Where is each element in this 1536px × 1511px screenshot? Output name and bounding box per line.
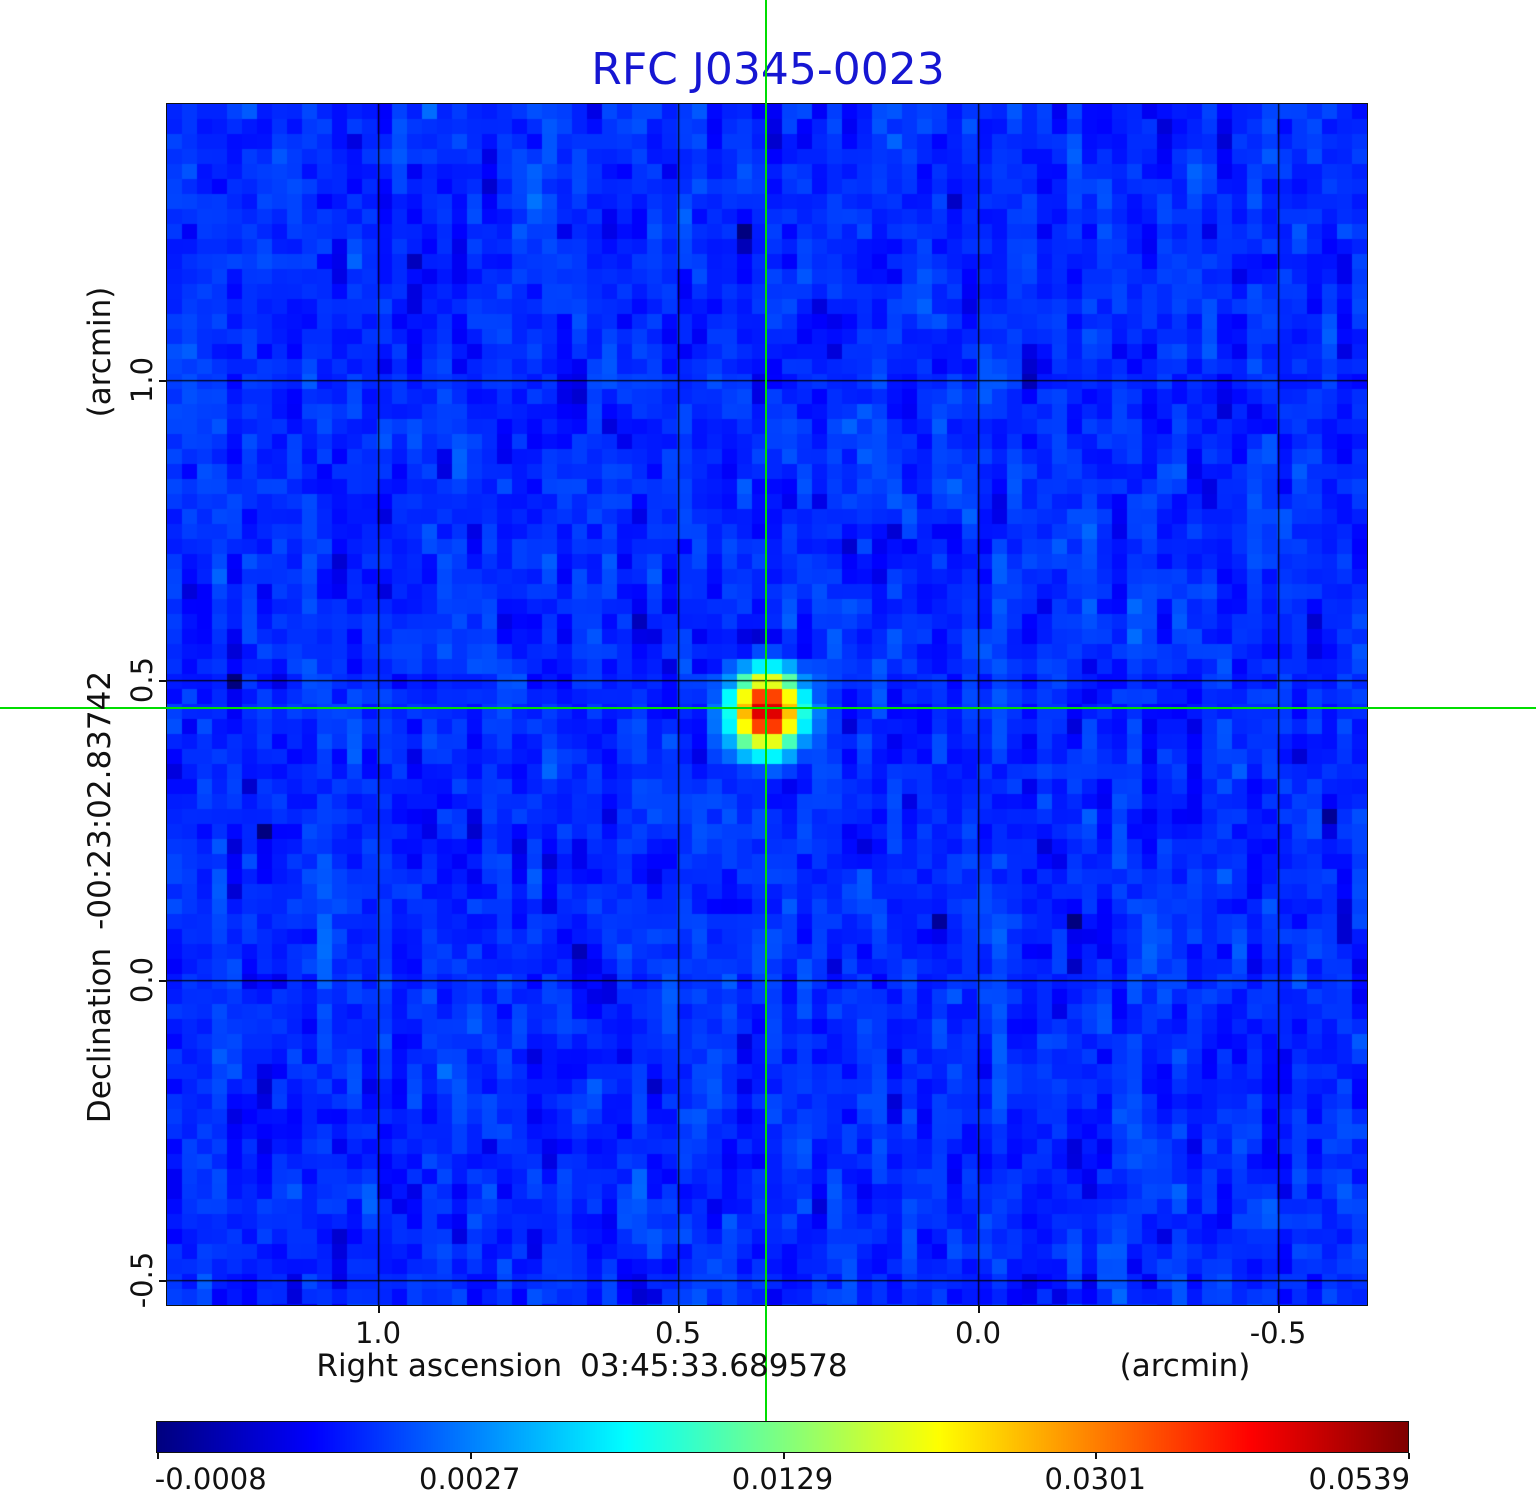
colorbar-gradient xyxy=(157,1422,1408,1452)
colorbar-tick-mark xyxy=(157,1453,159,1459)
x-tick-mark xyxy=(978,1306,980,1313)
sky-map-plot xyxy=(166,103,1368,1306)
x-axis-label: Right ascension 03:45:33.689578 xyxy=(316,1348,847,1384)
y-axis-label-text: Declination xyxy=(82,947,118,1124)
x-tick-label: 0.5 xyxy=(654,1316,702,1350)
y-tick-label: 0.5 xyxy=(125,656,159,704)
colorbar-tick-mark xyxy=(1408,1453,1410,1459)
y-tick-mark xyxy=(159,680,166,682)
colorbar-tick-mark xyxy=(1095,1453,1098,1459)
y-tick-label: -0.5 xyxy=(125,1251,159,1309)
y-tick-label: 0.0 xyxy=(125,956,159,1004)
y-tick-mark xyxy=(159,380,166,382)
y-axis-label: Declination -00:23:02.83742 xyxy=(82,671,118,1123)
y-tick-label: 1.0 xyxy=(125,356,159,404)
colorbar xyxy=(156,1421,1409,1453)
x-tick-label: -0.5 xyxy=(1249,1316,1307,1350)
colorbar-tick-label: -0.0008 xyxy=(154,1462,267,1496)
x-tick-mark xyxy=(378,1306,380,1313)
colorbar-tick-mark xyxy=(782,1453,785,1459)
crosshair-horizontal-line xyxy=(0,707,1536,709)
plot-title: RFC J0345-0023 xyxy=(591,44,945,95)
x-tick-mark xyxy=(678,1306,680,1313)
crosshair-vertical-line xyxy=(765,0,767,1421)
y-axis-dec-value: -00:23:02.83742 xyxy=(82,670,118,930)
sky-map-image xyxy=(167,104,1367,1305)
x-tick-label: 1.0 xyxy=(354,1316,402,1350)
colorbar-tick-label: 0.0027 xyxy=(419,1462,521,1496)
x-tick-label: 0.0 xyxy=(954,1316,1002,1350)
y-axis-unit: (arcmin) xyxy=(82,286,118,418)
x-axis-unit: (arcmin) xyxy=(1119,1348,1251,1384)
colorbar-tick-label: 0.0129 xyxy=(731,1462,834,1496)
y-tick-mark xyxy=(159,980,166,982)
colorbar-tick-label: 0.0539 xyxy=(1308,1462,1411,1496)
colorbar-tick-mark xyxy=(469,1453,472,1459)
x-axis-ra-value: 03:45:33.689578 xyxy=(580,1348,848,1384)
y-tick-mark xyxy=(159,1280,166,1282)
x-axis-label-text: Right ascension xyxy=(316,1348,563,1384)
colorbar-tick-label: 0.0301 xyxy=(1044,1462,1146,1496)
x-tick-mark xyxy=(1278,1306,1280,1313)
